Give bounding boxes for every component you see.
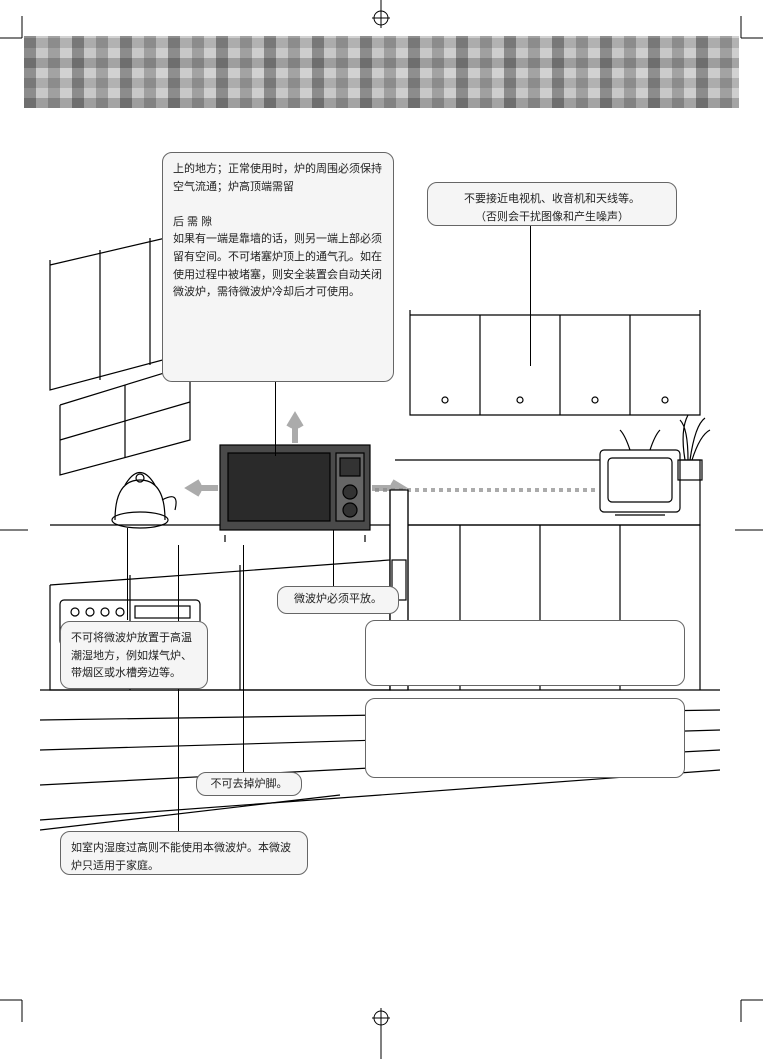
leader-feet (243, 545, 244, 773)
callout-text: 上的地方；正常使用时，炉的周围必须保持空气流通；炉高顶端需留 (173, 161, 383, 196)
callout-text: 不可将微波炉放置于高温潮湿地方，例如煤气炉、带烟区或水槽旁边等。 (71, 632, 192, 679)
callout-text: 不要接近电视机、收音机和天线等。 (438, 191, 666, 209)
leader-main (275, 382, 276, 456)
callout-heat-moisture: 不可将微波炉放置于高温潮湿地方，例如煤气炉、带烟区或水槽旁边等。 (60, 621, 208, 689)
leader-level (333, 530, 334, 586)
callout-level: 微波炉必须平放。 (277, 586, 399, 614)
callout-text: 如果有一端是靠墙的话，则另一端上部必须留有空间。不可堵塞炉顶上的通气孔。如在使用… (173, 231, 383, 301)
callout-humidity: 如室内湿度过高则不能使用本微波炉。本微波炉只适用于家庭。 (60, 831, 308, 875)
callout-text: 后 需 隙 (173, 214, 383, 232)
plaid-header-pattern (24, 36, 739, 108)
callout-tv-interference: 不要接近电视机、收音机和天线等。 （否则会干扰图像和产生噪声） (427, 182, 677, 226)
callout-text: 不可去掉炉脚。 (211, 778, 288, 790)
callout-text: 微波炉必须平放。 (294, 593, 382, 605)
callout-text: 如室内湿度过高则不能使用本微波炉。本微波炉只适用于家庭。 (71, 842, 291, 872)
leader-tv (530, 226, 531, 366)
callout-blank-lower (365, 698, 685, 778)
callout-ventilation: 上的地方；正常使用时，炉的周围必须保持空气流通；炉高顶端需留 后 需 隙 如果有… (162, 152, 394, 382)
leader-heat (127, 528, 128, 620)
callout-feet: 不可去掉炉脚。 (196, 772, 302, 796)
callout-blank-upper (365, 620, 685, 686)
callout-text: （否则会干扰图像和产生噪声） (438, 209, 666, 227)
